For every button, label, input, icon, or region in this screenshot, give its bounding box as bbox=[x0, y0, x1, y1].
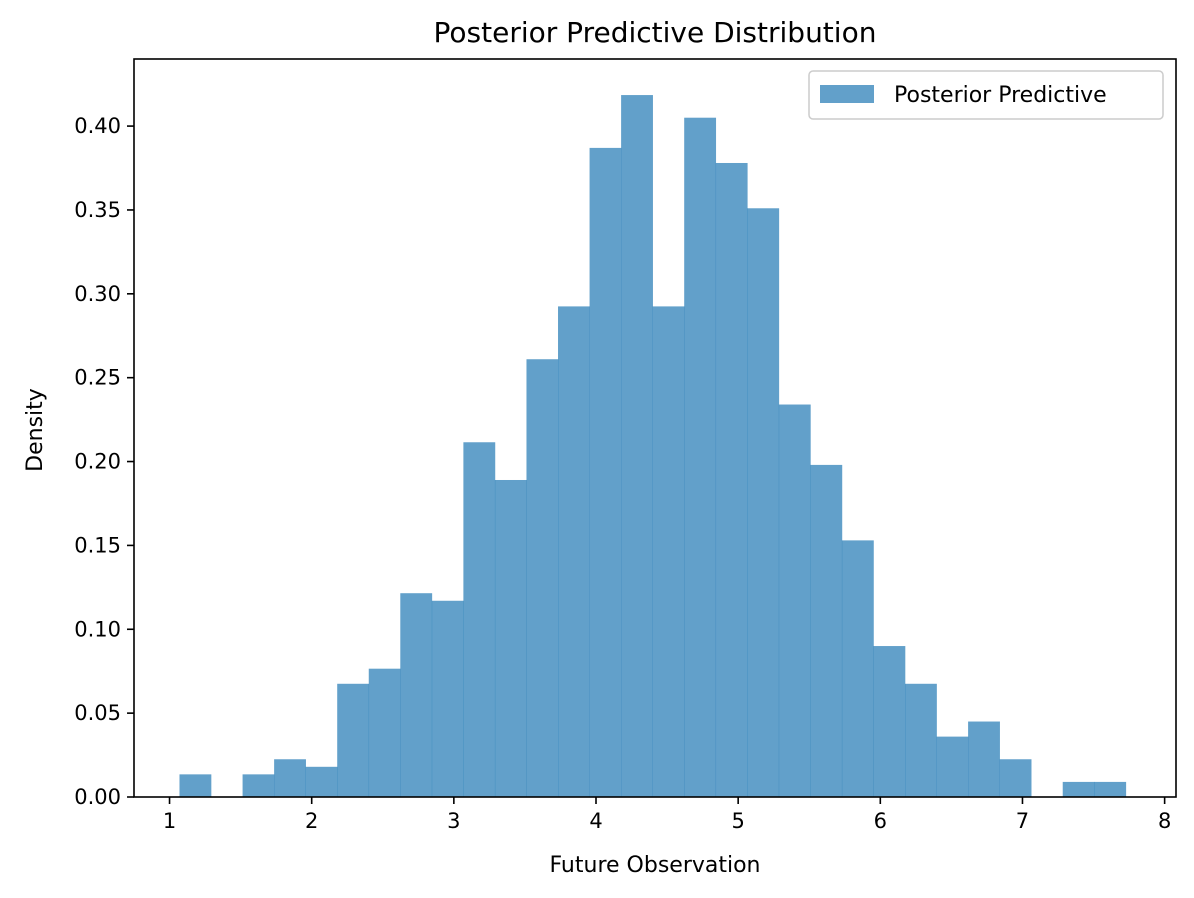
x-tick-label: 2 bbox=[305, 809, 318, 833]
y-axis-ticks: 0.00 0.05 0.10 0.15 0.20 0.25 0.30 0.35 0.40 bbox=[74, 114, 134, 809]
histogram-bar bbox=[841, 540, 874, 797]
histogram-bar bbox=[684, 117, 717, 798]
histogram-bar bbox=[810, 464, 843, 797]
y-tick-label: 0.10 bbox=[74, 617, 121, 641]
histogram-bar bbox=[621, 95, 653, 798]
histogram-bar bbox=[337, 683, 370, 797]
histogram-bar bbox=[400, 593, 433, 797]
bars-layer bbox=[179, 95, 1127, 798]
legend: Posterior Predictive bbox=[808, 70, 1164, 120]
histogram-bar bbox=[652, 306, 685, 797]
x-tick-label: 1 bbox=[163, 809, 176, 833]
histogram-bar bbox=[463, 442, 496, 797]
y-tick-label: 0.15 bbox=[74, 533, 121, 557]
legend-frame bbox=[808, 70, 1164, 120]
histogram-bar bbox=[968, 721, 1000, 797]
histogram-bar bbox=[747, 208, 780, 797]
x-tick-label: 4 bbox=[589, 809, 602, 833]
x-axis-label: Future Observation bbox=[549, 853, 760, 878]
x-tick-label: 5 bbox=[731, 809, 744, 833]
histogram-bar bbox=[1094, 781, 1127, 797]
x-tick-label: 3 bbox=[447, 809, 460, 833]
histogram-bar bbox=[1062, 781, 1095, 797]
histogram-bar bbox=[999, 759, 1032, 797]
y-tick-label: 0.25 bbox=[74, 366, 121, 390]
plot-frame bbox=[133, 58, 1177, 798]
legend-swatch bbox=[820, 85, 874, 103]
chart-title: Posterior Predictive Distribution bbox=[434, 16, 877, 49]
histogram-bar bbox=[494, 479, 527, 797]
x-axis-ticks: 1 2 3 4 5 6 7 8 bbox=[163, 797, 1171, 833]
histogram-bar bbox=[368, 668, 401, 797]
y-axis-label: Density bbox=[23, 388, 48, 472]
histogram-bar bbox=[778, 404, 811, 797]
histogram-bar bbox=[558, 306, 590, 797]
y-tick-label: 0.40 bbox=[74, 114, 121, 138]
histogram-bar bbox=[431, 600, 464, 797]
histogram-bar bbox=[274, 759, 306, 797]
x-tick-label: 8 bbox=[1158, 809, 1171, 833]
histogram-bar bbox=[179, 774, 212, 797]
histogram-bar bbox=[905, 683, 937, 797]
histogram-bar bbox=[873, 646, 906, 797]
y-tick-label: 0.00 bbox=[74, 785, 121, 809]
histogram-bar bbox=[305, 766, 338, 797]
histogram-bar bbox=[242, 774, 275, 797]
x-tick-label: 7 bbox=[1016, 809, 1029, 833]
histogram-bar bbox=[526, 359, 559, 797]
y-tick-label: 0.35 bbox=[74, 198, 121, 222]
histogram-bar bbox=[589, 147, 622, 798]
legend-label: Posterior Predictive bbox=[894, 83, 1107, 108]
y-tick-label: 0.05 bbox=[74, 701, 121, 725]
histogram-bar bbox=[936, 736, 969, 797]
histogram-bar bbox=[715, 162, 748, 797]
y-tick-label: 0.30 bbox=[74, 282, 121, 306]
x-tick-label: 6 bbox=[874, 809, 887, 833]
y-tick-label: 0.20 bbox=[74, 450, 121, 474]
